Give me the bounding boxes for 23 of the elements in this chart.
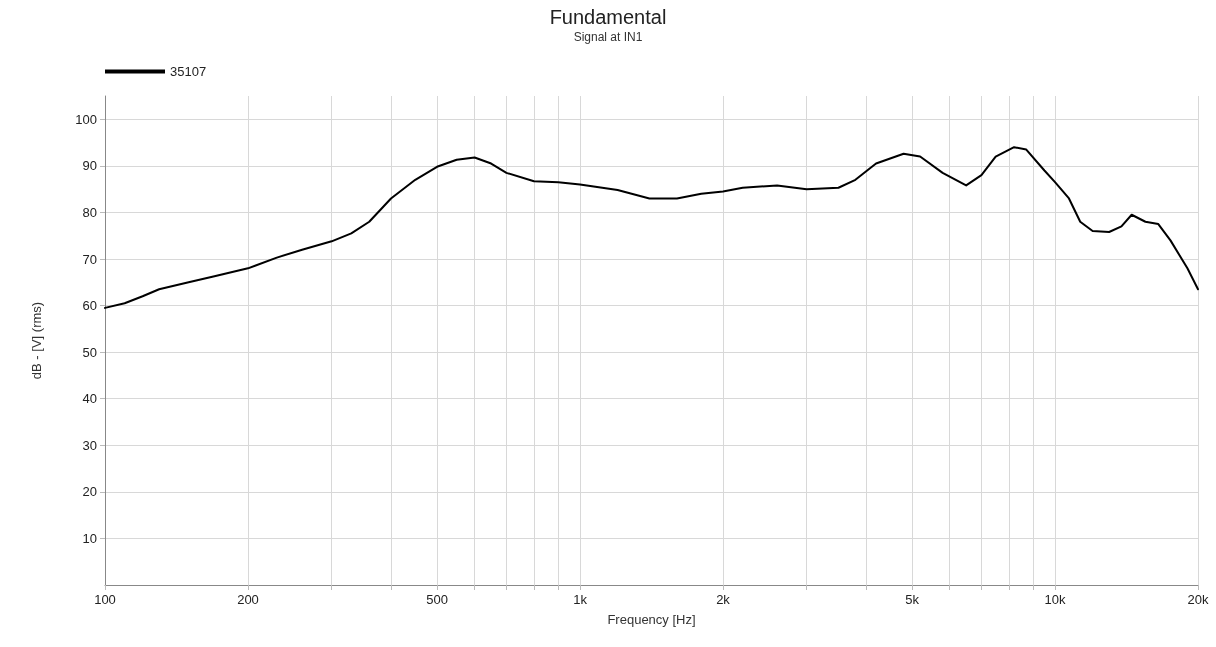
x-axis-title: Frequency [Hz] (607, 612, 696, 627)
y-tick-label: 100 (75, 111, 97, 127)
x-tick-label: 500 (426, 592, 448, 607)
x-tick-label: 20k (1187, 592, 1209, 607)
x-tick-label: 1k (573, 592, 588, 607)
y-tick-label: 40 (82, 391, 97, 407)
y-tick-label: 60 (82, 298, 97, 314)
x-tick-label: 100 (94, 592, 116, 607)
y-tick-label: 10 (82, 530, 97, 546)
y-tick-label: 50 (82, 344, 97, 360)
chart-subtitle: Signal at IN1 (573, 30, 643, 44)
y-axis-title: dB - [V] (rms) (29, 301, 44, 380)
x-tick-label: 5k (905, 592, 920, 607)
x-tick-label: 200 (237, 592, 259, 607)
y-tick-label: 20 (82, 484, 97, 500)
x-tick-label: 10k (1044, 592, 1066, 607)
chart-title: Fundamental (549, 6, 667, 28)
legend-label: 35107 (170, 64, 207, 79)
y-tick-label: 70 (82, 251, 97, 267)
y-tick-label: 30 (82, 437, 97, 453)
x-tick-label: 2k (716, 592, 731, 607)
y-tick-label: 90 (82, 158, 97, 174)
y-tick-label: 80 (82, 204, 97, 220)
